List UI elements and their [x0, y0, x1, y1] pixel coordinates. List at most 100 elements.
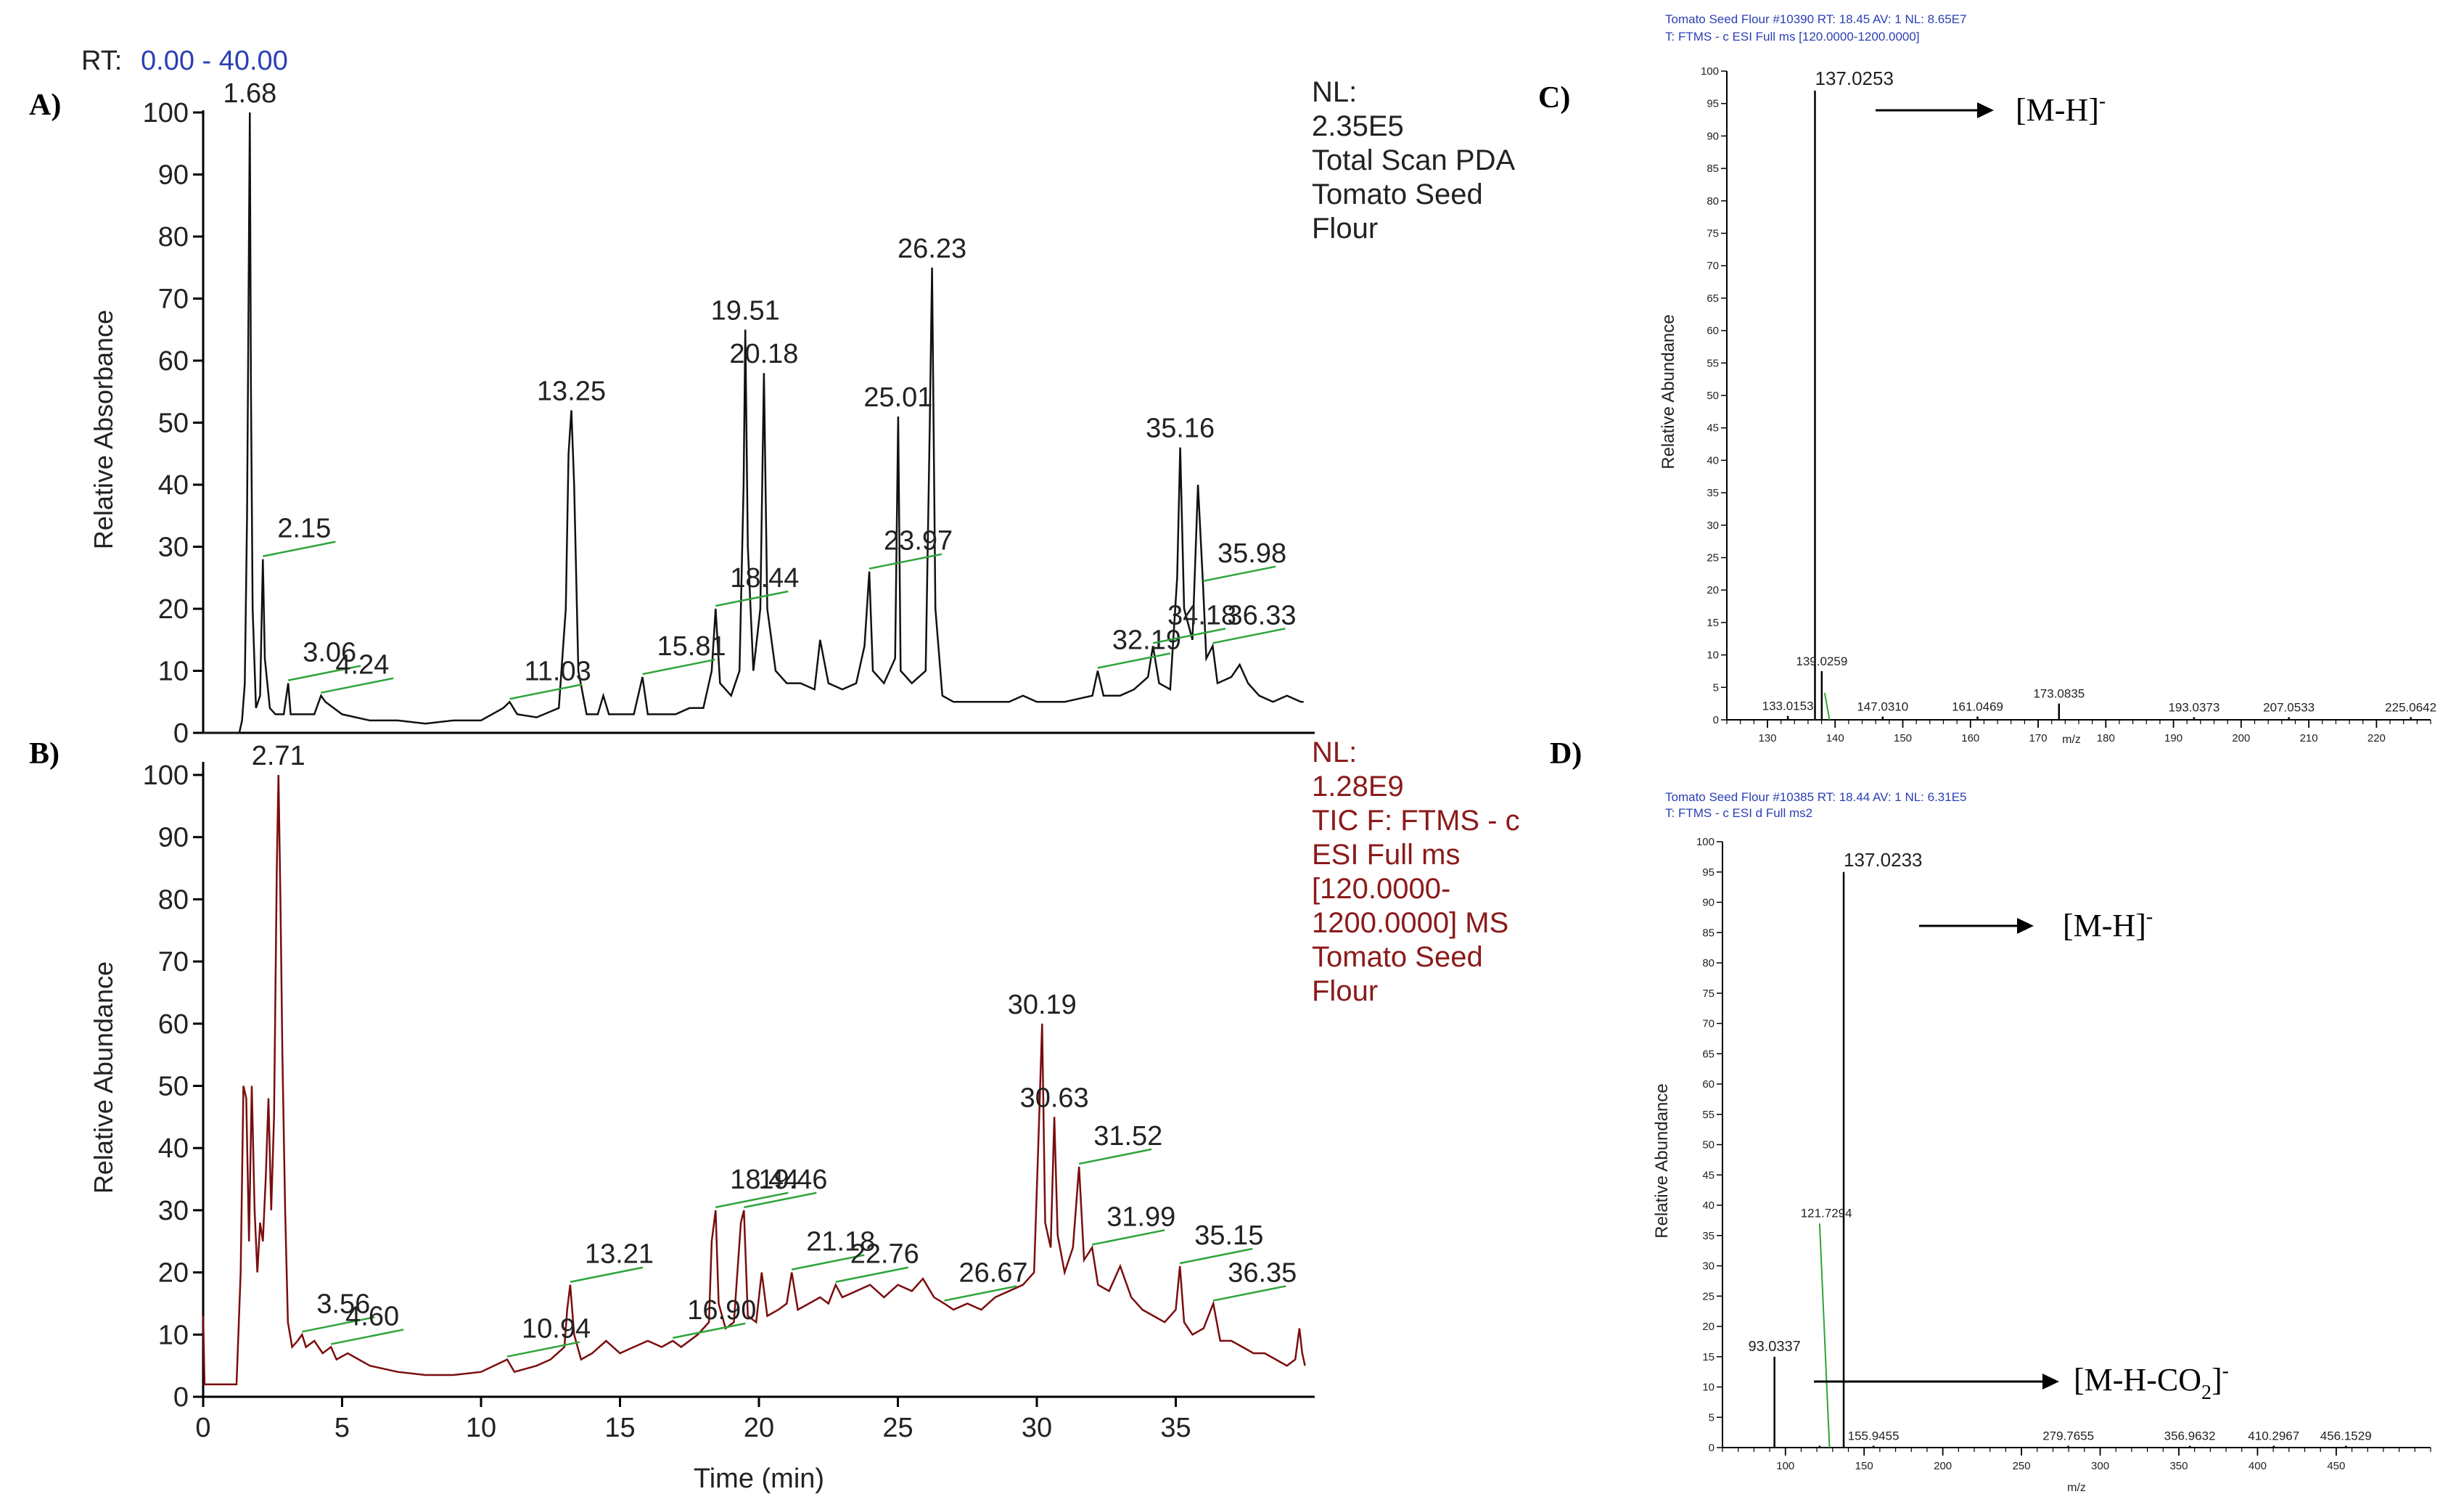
peak-label: 93.0337: [1748, 1339, 1800, 1355]
y-tick-label: 55: [1702, 1109, 1714, 1121]
panel-d-header-line: T: FTMS - c ESI d Full ms2: [1665, 806, 1812, 820]
y-tick-label: 70: [158, 284, 189, 315]
x-tick-label: 160: [1961, 732, 1979, 744]
panel-d-label: D): [1550, 737, 1582, 771]
y-tick-label: 50: [1707, 390, 1719, 402]
panel-b-info-line: 1200.0000] MS: [1312, 907, 1508, 939]
rt-range: 0.00 - 40.00: [141, 46, 288, 76]
y-tick-label: 40: [1707, 454, 1719, 467]
peak-label: 173.0835: [2033, 687, 2085, 701]
peak-label: 30.63: [1020, 1083, 1089, 1113]
mh-co2-ion-label: [M-H-CO2]-: [2074, 1360, 2229, 1404]
panel-b-ylabel: Relative Abundance: [89, 961, 118, 1194]
panel-a-peak-labels: 1.68 2.15 3.064.24 11.03 13.25 15.81 18.44 19.5…: [223, 78, 1297, 700]
panel-a-ylabel: Relative Absorbance: [89, 310, 118, 549]
panel-a: RT: 0.00 - 40.00 A) Relative Absorbance …: [29, 46, 1515, 749]
peak-leader-line: [642, 658, 715, 676]
y-tick-label: 15: [1707, 617, 1719, 629]
panel-b-info-line: 1.28E9: [1312, 771, 1404, 803]
peak-leader-line: [1202, 565, 1276, 583]
y-tick-label: 30: [158, 533, 189, 563]
peak-leader-line: [506, 1341, 580, 1358]
peak-leader-line: [321, 677, 394, 694]
y-tick-label: 85: [1702, 927, 1714, 939]
y-tick-label: 25: [1702, 1290, 1714, 1302]
panel-a-info-line: NL:: [1312, 76, 1357, 108]
peak-label: 26.67: [958, 1257, 1027, 1288]
y-tick-label: 80: [1707, 195, 1719, 208]
peak-label: 121.7294: [1801, 1207, 1852, 1220]
y-tick-label: 10: [158, 657, 189, 687]
y-tick-label: 95: [1707, 98, 1719, 110]
x-tick-label: 190: [2164, 732, 2182, 744]
arrow-head-icon: [1977, 102, 1994, 118]
y-tick-label: 90: [158, 160, 189, 191]
y-tick-label: 10: [158, 1320, 189, 1350]
y-tick-label: 90: [158, 823, 189, 853]
y-tick-label: 90: [1702, 897, 1714, 909]
peak-label: 15.81: [657, 631, 726, 662]
y-tick-label: 55: [1707, 357, 1719, 369]
peak-label: 36.35: [1228, 1257, 1297, 1288]
peak-label: 225.0642: [2385, 700, 2436, 714]
peak-label: 19.46: [758, 1165, 827, 1195]
peak-label: 19.51: [711, 295, 780, 326]
peak-label: 207.0533: [2263, 700, 2315, 714]
peak-leader-line: [1818, 1223, 1831, 1448]
y-tick-label: 85: [1707, 163, 1719, 175]
peak-label: 31.52: [1093, 1121, 1162, 1152]
peak-label: 36.33: [1227, 600, 1296, 631]
peak-label: 3.06: [303, 638, 356, 668]
y-tick-label: 35: [1707, 487, 1719, 499]
x-tick-label: 170: [2029, 732, 2048, 744]
peak-leader-line: [715, 590, 789, 607]
y-tick-label: 80: [1702, 957, 1714, 969]
peak-label: 356.9632: [2164, 1429, 2216, 1443]
peak-label: 35.98: [1217, 538, 1286, 569]
peak-leader-line: [287, 665, 361, 681]
peak-label: 18.44: [730, 563, 799, 594]
y-tick-label: 60: [158, 1009, 189, 1040]
panel-d: Tomato Seed Flour #10385 RT: 18.44 AV: 1…: [1550, 737, 2431, 1494]
y-tick-label: 15: [1702, 1351, 1714, 1363]
y-tick-label: 45: [1702, 1169, 1714, 1181]
panel-d-annotation: [M-H]- [M-H-CO2]-: [1814, 906, 2229, 1404]
peak-leader-line: [1212, 628, 1286, 644]
y-tick-label: 60: [1702, 1078, 1714, 1091]
y-tick-label: 0: [173, 1382, 189, 1413]
x-tick-label: 100: [1776, 1460, 1794, 1472]
panel-b-y-axis: 0 10 20 30 40 50 60 70 80 90 100: [143, 760, 203, 1413]
y-tick-label: 70: [158, 947, 189, 977]
y-tick-label: 50: [158, 409, 189, 439]
x-tick-label: 350: [2169, 1460, 2188, 1472]
x-tick-label: 0: [195, 1413, 210, 1443]
peak-label: 147.0310: [1857, 700, 1908, 714]
peak-label: 2.71: [252, 741, 305, 771]
x-tick-label: 10: [466, 1413, 496, 1443]
y-tick-label: 80: [158, 222, 189, 253]
peak-label: 18.44: [730, 1165, 799, 1195]
y-tick-label: 10: [1707, 649, 1719, 662]
peak-leader-line: [835, 1266, 908, 1283]
y-tick-label: 30: [158, 1196, 189, 1226]
peak-label: 26.23: [898, 234, 966, 264]
x-tick-label: 20: [744, 1413, 774, 1443]
y-tick-label: 75: [1702, 988, 1714, 1000]
x-tick-label: 300: [2091, 1460, 2109, 1472]
panel-a-trace: [203, 112, 1304, 734]
y-tick-label: 45: [1707, 422, 1719, 435]
peak-label: 25.01: [863, 382, 932, 413]
peak-label: 161.0469: [1952, 700, 2003, 714]
peak-label: 13.25: [537, 376, 606, 406]
y-tick-label: 80: [158, 885, 189, 915]
peak-leader-line: [509, 684, 583, 700]
y-tick-label: 10: [1702, 1382, 1714, 1394]
y-tick-label: 40: [158, 470, 189, 501]
panel-c-xlabel: m/z: [2062, 734, 2081, 746]
peak-label: 10.94: [522, 1314, 591, 1345]
panel-b-info-line: Flour: [1312, 975, 1378, 1007]
y-tick-label: 35: [1702, 1230, 1714, 1242]
x-tick-label: 200: [2232, 732, 2250, 744]
panel-a-info: NL: 2.35E5 Total Scan PDA Tomato Seed Fl…: [1312, 76, 1515, 245]
